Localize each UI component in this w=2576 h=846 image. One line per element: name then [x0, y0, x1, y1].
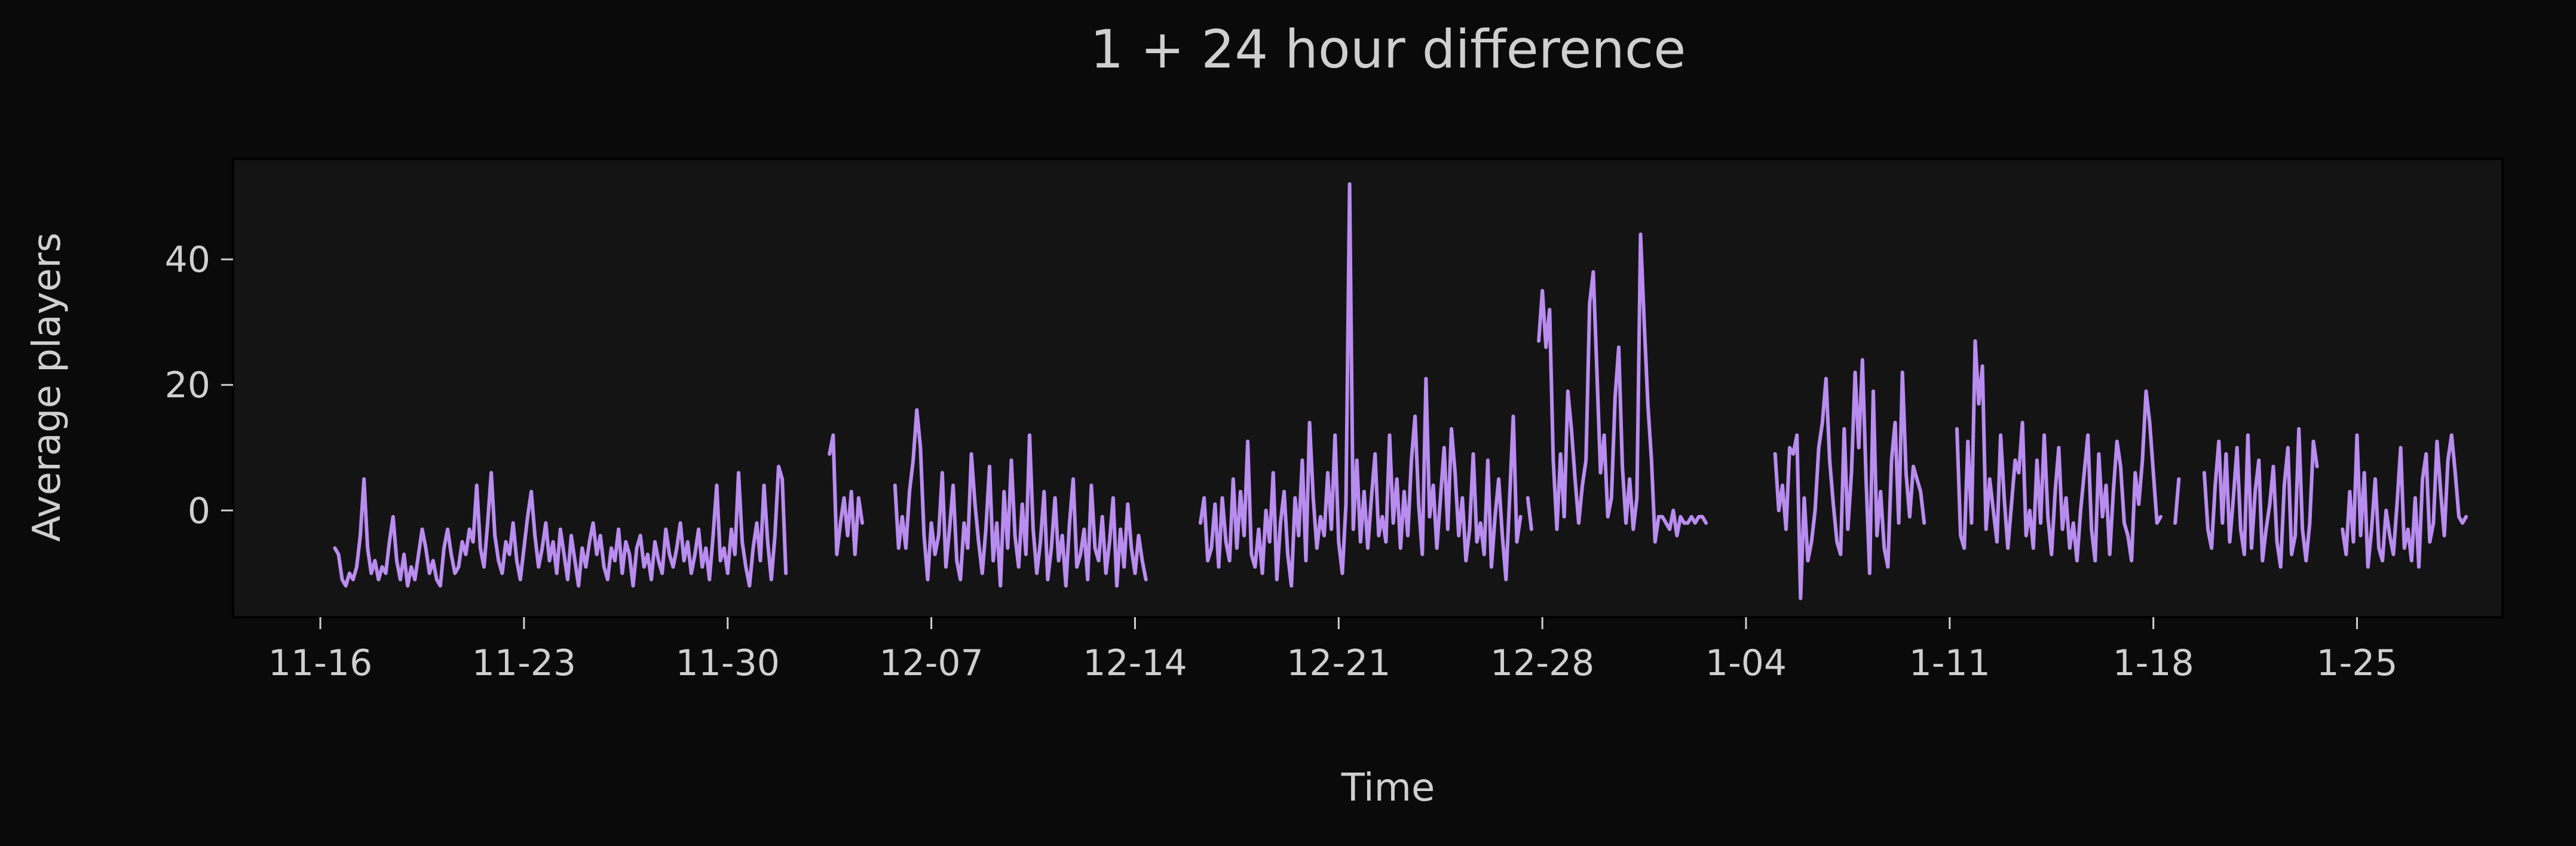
- series-line-segment-7: [1773, 358, 1926, 600]
- x-axis: 11-16 11-23 11-30 12-07 12-14 12-21 12-28 1-04 1…: [268, 617, 2398, 684]
- series-line-segment-10: [2202, 427, 2319, 569]
- y-tick-label: 20: [165, 364, 210, 406]
- series-line-segment-11: [2341, 433, 2468, 569]
- x-tick-label: 11-30: [676, 642, 780, 684]
- series-line-segment-1: [333, 464, 788, 588]
- x-tick-label: 12-07: [879, 642, 983, 684]
- x-tick-label: 1-04: [1705, 642, 1787, 684]
- plot-frame: [232, 158, 2504, 618]
- y-tick-label: 40: [165, 239, 210, 281]
- series-line-segment-8: [1955, 339, 2163, 563]
- x-tick-label: 1-25: [2316, 642, 2397, 684]
- x-tick-label: 12-28: [1490, 642, 1594, 684]
- x-tick-label: 12-14: [1083, 642, 1187, 684]
- y-axis: 0 20 40: [165, 239, 233, 532]
- series-line-segment-2: [828, 433, 864, 556]
- series-line-segment-4: [1199, 182, 1523, 588]
- y-axis-label: Average players: [25, 232, 69, 542]
- chart-title: 1 + 24 hour difference: [1091, 19, 1686, 80]
- x-tick-label: 1-18: [2113, 642, 2194, 684]
- series-line-segment-3: [893, 408, 1148, 588]
- x-tick-label: 11-23: [472, 642, 576, 684]
- x-tick-label: 12-21: [1287, 642, 1390, 684]
- series-line-segment-5: [1526, 496, 1533, 531]
- series-line-segment-6: [1537, 232, 1708, 544]
- series-group: [333, 182, 2468, 600]
- x-tick-label: 1-11: [1909, 642, 1990, 684]
- y-tick-label: 0: [188, 490, 210, 532]
- series-line-segment-9: [2173, 477, 2181, 525]
- x-axis-label: Time: [1341, 766, 1435, 810]
- x-tick-label: 11-16: [268, 642, 372, 684]
